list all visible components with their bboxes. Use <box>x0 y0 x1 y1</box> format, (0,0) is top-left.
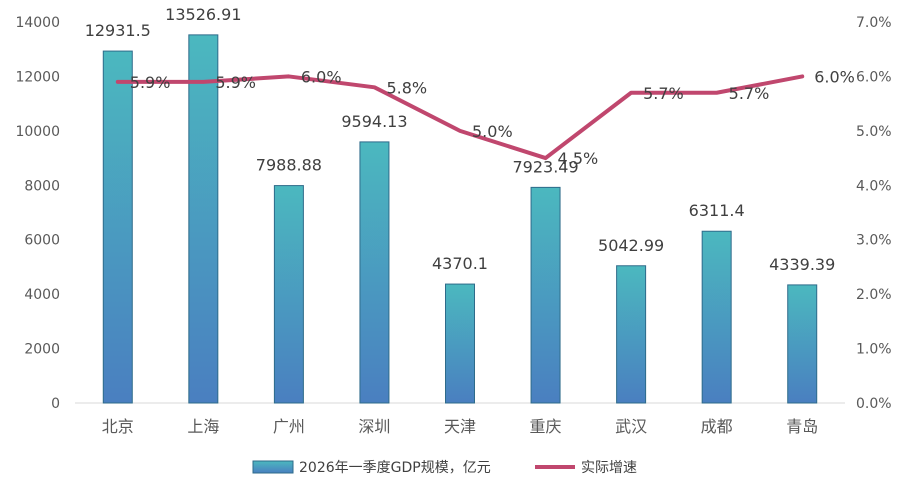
bar-data-label: 4339.39 <box>769 255 835 274</box>
line-data-label: 5.0% <box>472 122 513 141</box>
line-data-label: 6.0% <box>301 67 342 86</box>
x-tick-label: 深圳 <box>358 417 390 436</box>
legend-label-growth: 实际增速 <box>581 460 637 476</box>
legend: 2026年一季度GDP规模，亿元 实际增速 <box>252 460 637 476</box>
bar <box>445 283 475 404</box>
line-data-label: 6.0% <box>814 67 855 86</box>
y-right-tick-label: 2.0% <box>856 287 892 303</box>
bar <box>273 185 304 404</box>
y-left-tick-label: 12000 <box>15 69 60 85</box>
y-right-tick-label: 3.0% <box>856 233 892 249</box>
growth-line <box>115 74 805 161</box>
x-tick-label: 重庆 <box>530 417 562 436</box>
y-right-tick-label: 0.0% <box>856 396 892 412</box>
bar <box>188 34 219 404</box>
y-left-tick-label: 6000 <box>24 233 60 249</box>
legend-swatch-gdp <box>252 460 294 474</box>
y-right-tick-label: 7.0% <box>856 15 892 31</box>
y-left-tick-label: 2000 <box>24 342 60 358</box>
y-right-tick-label: 4.0% <box>856 178 892 194</box>
bar <box>530 186 561 404</box>
x-tick-label: 上海 <box>187 417 219 436</box>
x-tick-label: 青岛 <box>786 417 818 436</box>
y-left-tick-label: 4000 <box>24 287 60 303</box>
bar-data-label: 7988.88 <box>256 156 322 175</box>
line-data-label: 5.7% <box>729 84 770 103</box>
x-tick-label: 广州 <box>273 417 305 436</box>
bar <box>359 141 390 404</box>
y-left-tick-label: 14000 <box>15 15 60 31</box>
line-data-label: 5.8% <box>386 78 427 97</box>
legend-label-gdp: 2026年一季度GDP规模，亿元 <box>299 460 491 476</box>
bar-data-label: 6311.4 <box>689 201 745 220</box>
bar <box>616 265 647 404</box>
bar-data-label: 5042.99 <box>598 236 664 255</box>
line-data-label: 4.5% <box>558 149 599 168</box>
x-tick-label: 北京 <box>102 417 134 436</box>
bar-data-label: 9594.13 <box>341 112 407 131</box>
line-data-label: 5.7% <box>643 84 684 103</box>
bar-data-label: 7923.49 <box>512 157 578 176</box>
bar-data-label: 12931.5 <box>85 21 151 40</box>
y-right-tick-label: 1.0% <box>856 342 892 358</box>
y-right-tick-label: 6.0% <box>856 69 892 85</box>
bar-data-label: 13526.91 <box>165 5 241 24</box>
x-tick-label: 天津 <box>444 417 476 436</box>
x-tick-label: 武汉 <box>615 417 647 436</box>
y-left-tick-label: 0 <box>51 396 60 412</box>
x-tick-label: 成都 <box>701 417 733 436</box>
bar <box>701 230 732 404</box>
bar <box>102 50 133 404</box>
y-left-tick-label: 8000 <box>24 178 60 194</box>
bar-data-label: 4370.1 <box>432 254 488 273</box>
y-right-tick-label: 5.0% <box>856 124 892 140</box>
line-data-label: 5.9% <box>130 73 171 92</box>
line-data-label: 5.9% <box>215 73 256 92</box>
y-left-tick-label: 10000 <box>15 124 60 140</box>
bar <box>787 284 818 404</box>
